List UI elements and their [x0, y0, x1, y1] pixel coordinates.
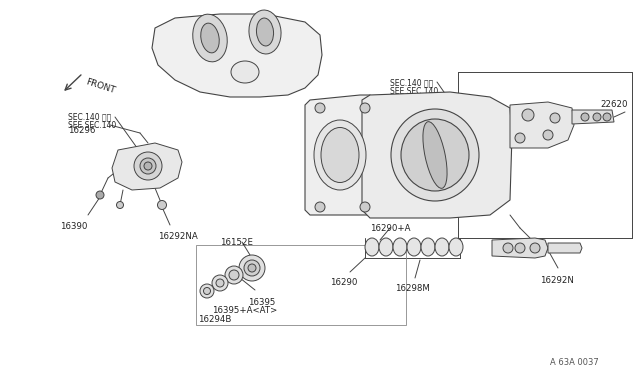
- Text: 22620: 22620: [600, 100, 627, 109]
- Circle shape: [522, 109, 534, 121]
- Text: SEC.140 参照: SEC.140 参照: [390, 78, 433, 87]
- Circle shape: [229, 270, 239, 280]
- Circle shape: [315, 202, 325, 212]
- Text: 16292: 16292: [520, 244, 547, 253]
- Bar: [196, 245, 406, 325]
- Text: 16294B: 16294B: [198, 315, 232, 324]
- Circle shape: [315, 103, 325, 113]
- Circle shape: [140, 158, 156, 174]
- Circle shape: [157, 201, 166, 209]
- Ellipse shape: [407, 238, 421, 256]
- Circle shape: [96, 191, 104, 199]
- Circle shape: [550, 113, 560, 123]
- Circle shape: [593, 113, 601, 121]
- Polygon shape: [362, 92, 512, 218]
- Text: 16395: 16395: [248, 298, 275, 307]
- Text: 16296: 16296: [68, 126, 95, 135]
- Circle shape: [515, 243, 525, 253]
- Text: SEE SEC.140: SEE SEC.140: [68, 121, 116, 130]
- Ellipse shape: [379, 238, 393, 256]
- Circle shape: [225, 266, 243, 284]
- Text: 16395+A<AT>: 16395+A<AT>: [212, 306, 277, 315]
- Circle shape: [216, 279, 224, 287]
- Text: 16390: 16390: [60, 222, 88, 231]
- Polygon shape: [548, 243, 582, 253]
- Text: 16298M: 16298M: [395, 284, 430, 293]
- Circle shape: [543, 130, 553, 140]
- Polygon shape: [492, 238, 548, 258]
- Ellipse shape: [365, 238, 379, 256]
- Circle shape: [248, 264, 256, 272]
- Circle shape: [144, 162, 152, 170]
- Circle shape: [116, 202, 124, 208]
- Text: 16292NA: 16292NA: [158, 232, 198, 241]
- Polygon shape: [112, 143, 182, 190]
- Circle shape: [200, 284, 214, 298]
- Polygon shape: [305, 95, 375, 215]
- Text: SEE SEC.140: SEE SEC.140: [390, 87, 438, 96]
- Circle shape: [212, 275, 228, 291]
- Ellipse shape: [393, 238, 407, 256]
- Circle shape: [581, 113, 589, 121]
- Circle shape: [530, 243, 540, 253]
- Ellipse shape: [231, 61, 259, 83]
- Circle shape: [503, 243, 513, 253]
- Circle shape: [603, 113, 611, 121]
- Ellipse shape: [421, 238, 435, 256]
- Text: 16290: 16290: [330, 278, 357, 287]
- Circle shape: [360, 202, 370, 212]
- Text: 16292N: 16292N: [540, 276, 574, 285]
- Ellipse shape: [314, 120, 366, 190]
- Text: 16290+A: 16290+A: [370, 224, 410, 233]
- Ellipse shape: [257, 18, 273, 46]
- Circle shape: [239, 255, 265, 281]
- Ellipse shape: [391, 109, 479, 201]
- Ellipse shape: [423, 122, 447, 188]
- Polygon shape: [510, 102, 574, 148]
- Circle shape: [360, 103, 370, 113]
- Ellipse shape: [449, 238, 463, 256]
- Ellipse shape: [193, 14, 227, 62]
- Polygon shape: [572, 110, 614, 124]
- Circle shape: [244, 260, 260, 276]
- Ellipse shape: [435, 238, 449, 256]
- Ellipse shape: [249, 10, 281, 54]
- Text: FRONT: FRONT: [85, 77, 116, 95]
- Circle shape: [204, 288, 211, 295]
- Text: 16152E: 16152E: [220, 238, 253, 247]
- Circle shape: [134, 152, 162, 180]
- Text: A 63A 0037: A 63A 0037: [550, 358, 599, 367]
- Text: SEC.140 参照: SEC.140 参照: [68, 112, 111, 121]
- Ellipse shape: [321, 128, 359, 183]
- Ellipse shape: [201, 23, 220, 53]
- Polygon shape: [152, 14, 322, 97]
- Circle shape: [515, 133, 525, 143]
- Ellipse shape: [401, 119, 469, 191]
